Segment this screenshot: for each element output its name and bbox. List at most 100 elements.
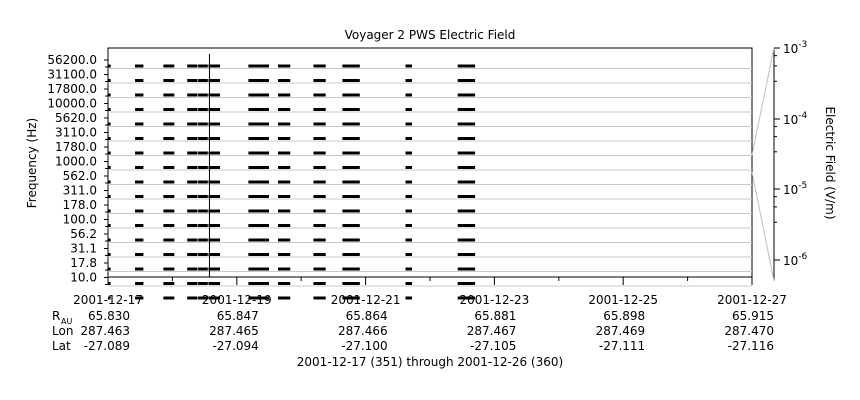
y-axis-label: Frequency (Hz) xyxy=(25,118,39,209)
data-segment xyxy=(163,180,175,184)
data-segment xyxy=(457,224,476,227)
data-segment xyxy=(278,108,291,111)
data-segment xyxy=(187,64,198,68)
data-segment xyxy=(198,195,208,198)
data-segment xyxy=(313,180,326,184)
data-segment xyxy=(208,79,221,82)
data-segment xyxy=(342,238,360,242)
data-segment xyxy=(208,180,221,184)
data-segment xyxy=(163,151,175,155)
data-segment xyxy=(135,108,144,111)
data-segment xyxy=(163,108,175,111)
ephemeris-table: R AU 65.830 65.847 65.864 65.881 65.898 65.915 L… xyxy=(52,309,774,353)
data-segments xyxy=(108,64,476,300)
data-segment xyxy=(108,122,111,126)
data-segment xyxy=(187,224,198,227)
data-segment xyxy=(198,238,208,242)
data-segment xyxy=(135,151,144,155)
data-segment xyxy=(198,209,208,213)
data-segment xyxy=(187,180,198,184)
data-segment xyxy=(313,267,326,271)
data-segment xyxy=(405,267,412,271)
data-segment xyxy=(187,195,198,198)
y-tick-label: 17.8 xyxy=(70,256,97,270)
data-segment xyxy=(163,224,175,227)
data-segment xyxy=(342,224,360,227)
y-tick-label: 562.0 xyxy=(63,169,97,183)
x-axis-ticks: 2001-12-17 2001-12-19 2001-12-21 2001-12-23… xyxy=(73,277,787,307)
data-segment xyxy=(187,137,198,140)
y-tick-label: 31.1 xyxy=(70,242,97,256)
data-segment xyxy=(198,93,208,97)
colorbar-tick-label: 10-3 xyxy=(783,40,807,56)
ephemeris-value: -27.100 xyxy=(341,339,387,353)
data-segment xyxy=(163,122,175,126)
data-segment xyxy=(187,166,198,169)
data-segment xyxy=(135,296,144,300)
data-segment xyxy=(108,253,111,256)
ephemeris-value: -27.116 xyxy=(728,339,774,353)
data-segment xyxy=(278,209,291,213)
data-segment xyxy=(187,122,198,126)
data-segment xyxy=(248,137,269,140)
y-tick-label: 10000.0 xyxy=(47,97,97,111)
y-tick-label: 100.0 xyxy=(63,213,97,227)
data-segment xyxy=(313,296,326,300)
data-segment xyxy=(248,108,269,111)
data-segment xyxy=(198,282,208,285)
data-segment xyxy=(248,151,269,155)
data-segment xyxy=(313,64,326,68)
y-tick-label: 1000.0 xyxy=(55,155,97,169)
data-segment xyxy=(342,253,360,256)
data-segment xyxy=(457,137,476,140)
data-segment xyxy=(405,166,412,169)
data-segment xyxy=(278,93,291,97)
data-segment xyxy=(405,296,412,300)
data-segment xyxy=(108,93,111,97)
data-segment xyxy=(278,166,291,169)
colorbar-connector-top xyxy=(751,47,775,156)
data-segment xyxy=(457,108,476,111)
data-segment xyxy=(208,195,221,198)
data-segment xyxy=(135,122,144,126)
data-segment xyxy=(163,195,175,198)
ephemeris-value: 287.465 xyxy=(209,324,259,338)
ephemeris-value: 287.466 xyxy=(338,324,388,338)
colorbar-tick-label: 10-4 xyxy=(783,111,808,127)
y-axis-ticks: 56200.031100.017800.010000.05620.03110.0… xyxy=(47,53,108,285)
data-segment xyxy=(405,253,412,256)
data-segment xyxy=(248,282,269,285)
data-segment xyxy=(163,282,175,285)
data-segment xyxy=(163,137,175,140)
data-segment xyxy=(457,151,476,155)
data-segment xyxy=(198,79,208,82)
colorbar xyxy=(751,47,775,282)
data-segment xyxy=(342,267,360,271)
data-segment xyxy=(342,64,360,68)
data-segment xyxy=(208,151,221,155)
data-segment xyxy=(342,209,360,213)
data-segment xyxy=(108,282,111,285)
data-segment xyxy=(108,64,111,68)
data-segment xyxy=(163,166,175,169)
colorbar-connector-bottom xyxy=(751,171,775,282)
data-segment xyxy=(135,209,144,213)
ephemeris-value: 287.467 xyxy=(467,324,517,338)
data-segment xyxy=(208,267,221,271)
data-segment xyxy=(457,64,476,68)
y-tick-label: 178.0 xyxy=(63,198,97,212)
data-segment xyxy=(135,180,144,184)
data-segment xyxy=(187,296,198,300)
y-tick-label: 56200.0 xyxy=(47,53,97,67)
data-segment xyxy=(278,253,291,256)
chart-title: Voyager 2 PWS Electric Field xyxy=(345,28,516,42)
time-range-footer: 2001-12-17 (351) through 2001-12-26 (360… xyxy=(297,355,563,369)
data-segment xyxy=(248,267,269,271)
data-segment xyxy=(163,296,175,300)
data-segment xyxy=(198,224,208,227)
data-segment xyxy=(135,93,144,97)
data-segment xyxy=(135,79,144,82)
data-segment xyxy=(278,122,291,126)
data-segment xyxy=(313,209,326,213)
data-segment xyxy=(342,166,360,169)
